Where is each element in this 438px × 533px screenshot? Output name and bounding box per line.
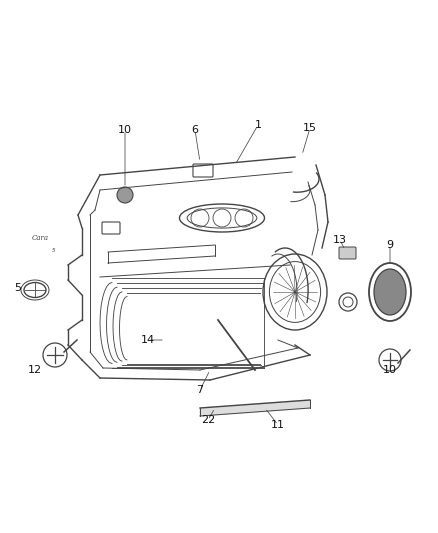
- Text: 10: 10: [118, 125, 132, 135]
- Text: 5: 5: [14, 283, 21, 293]
- Text: 1: 1: [254, 120, 261, 130]
- Circle shape: [117, 187, 133, 203]
- Text: 5: 5: [52, 248, 56, 253]
- Text: 13: 13: [333, 235, 347, 245]
- Text: 7: 7: [196, 385, 204, 395]
- FancyBboxPatch shape: [339, 247, 356, 259]
- Text: 12: 12: [28, 365, 42, 375]
- Text: Cara: Cara: [32, 234, 49, 242]
- Text: 11: 11: [271, 420, 285, 430]
- Ellipse shape: [374, 269, 406, 315]
- Text: 10: 10: [383, 365, 397, 375]
- Text: 14: 14: [141, 335, 155, 345]
- Polygon shape: [200, 400, 310, 416]
- Text: 6: 6: [191, 125, 198, 135]
- Text: 9: 9: [386, 240, 394, 250]
- Text: 22: 22: [201, 415, 215, 425]
- Text: 15: 15: [303, 123, 317, 133]
